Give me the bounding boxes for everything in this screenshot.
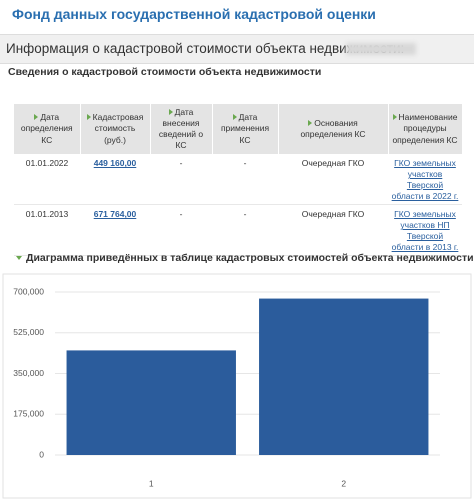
table-cell: 01.01.2022 bbox=[14, 154, 80, 206]
section-title: Сведения о кадастровой стоимости объекта… bbox=[8, 66, 322, 78]
y-tick-label: 350,000 bbox=[13, 368, 44, 378]
table-cell: - bbox=[212, 204, 278, 257]
procedure-link[interactable]: ГКО земельных участков Тверской области … bbox=[391, 158, 459, 202]
bar bbox=[259, 298, 429, 455]
procedure-link[interactable]: ГКО земельных участков НП Тверской облас… bbox=[391, 209, 459, 253]
y-tick-label: 700,000 bbox=[13, 286, 44, 296]
table-cell: - bbox=[150, 204, 212, 257]
column-header: Дата применения КС bbox=[212, 104, 279, 154]
table-cell: 01.01.2013 bbox=[14, 204, 80, 257]
y-tick-label: 525,000 bbox=[13, 327, 44, 337]
table-header: Дата определения КС Кадастровая стоимость… bbox=[14, 104, 463, 154]
info-label: Информация о кадастровой стоимости объек… bbox=[6, 41, 405, 56]
column-header: Основания определения КС bbox=[278, 104, 389, 154]
column-header: Дата внесения сведений о КС bbox=[150, 104, 213, 154]
cost-link[interactable]: 449 160,00 bbox=[93, 158, 137, 168]
table-body: 01.01.2022 449 160,00- - Очередная ГКО ГКО з… bbox=[14, 154, 462, 257]
table-cell: 671 764,00 bbox=[80, 204, 150, 257]
column-header: Наименование процедуры определения КС bbox=[388, 104, 463, 154]
cost-table: Дата определения КС Кадастровая стоимость… bbox=[14, 104, 463, 257]
table-row: 01.01.2013 671 764,00- - Очередная ГКО ГКО з… bbox=[14, 204, 462, 257]
page-title: Фонд данных государственной кадастровой … bbox=[12, 6, 376, 22]
table-cell: 449 160,00 bbox=[80, 154, 150, 206]
table-cell: - bbox=[212, 154, 278, 206]
table-cell: ГКО земельных участков Тверской области … bbox=[388, 154, 462, 206]
x-tick-label: 2 bbox=[341, 478, 346, 488]
chart-frame bbox=[2, 273, 472, 499]
column-header: Кадастровая стоимость (руб.) bbox=[80, 104, 151, 154]
table-cell: Очередная ГКО bbox=[278, 154, 388, 206]
column-header: Дата определения КС bbox=[14, 104, 81, 154]
chart: 0 175,000 350,000 525,000 700,000 1 2 bbox=[2, 273, 472, 499]
y-tick-label: 175,000 bbox=[13, 409, 44, 419]
y-tick-label: 0 bbox=[39, 449, 44, 459]
x-tick-label: 1 bbox=[149, 478, 154, 488]
table-row: 01.01.2022 449 160,00- - Очередная ГКО ГКО з… bbox=[14, 154, 462, 206]
redacted-number bbox=[346, 43, 416, 55]
cost-link[interactable]: 671 764,00 bbox=[93, 209, 137, 220]
table-cell: Очередная ГКО bbox=[278, 204, 388, 257]
table-cell: - bbox=[150, 154, 212, 206]
info-bar: Информация о кадастровой стоимости объек… bbox=[0, 34, 474, 64]
bar bbox=[66, 350, 236, 455]
table-cell: ГКО земельных участков НП Тверской облас… bbox=[388, 204, 462, 257]
chart-title: Диаграмма приведённых в таблице кадастро… bbox=[16, 252, 474, 264]
